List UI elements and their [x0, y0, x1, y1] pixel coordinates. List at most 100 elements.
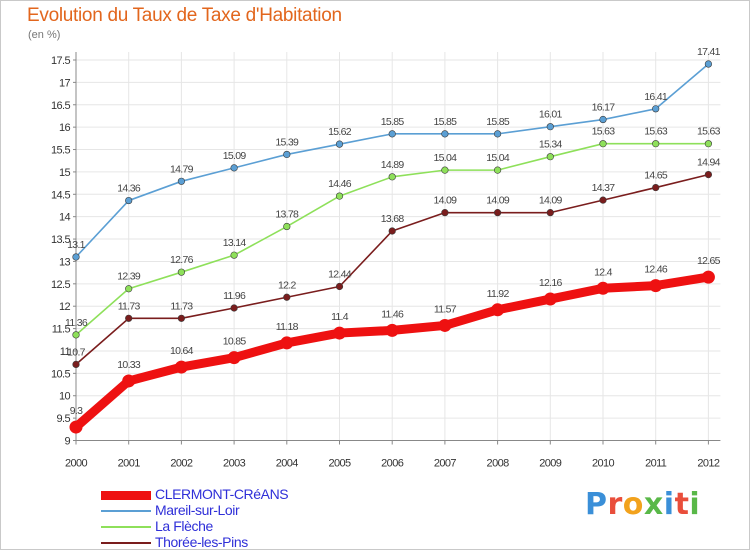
chart-unit-label: (en %) — [28, 29, 61, 41]
proxiti-logo: Proxiti — [585, 487, 700, 522]
data-point-thoree-les-pins — [441, 209, 449, 217]
x-tick-label: 2005 — [328, 458, 351, 470]
data-point-mareil-sur-loir — [335, 140, 344, 148]
data-point-la-fleche — [652, 140, 660, 148]
data-point-thoree-les-pins — [599, 196, 607, 204]
data-label-clermont-creans: 11.57 — [434, 303, 457, 315]
data-label-thoree-les-pins: 12.44 — [328, 269, 352, 281]
data-point-mareil-sur-loir — [125, 196, 133, 205]
data-label-mareil-sur-loir: 15.85 — [486, 116, 510, 128]
data-point-clermont-creans — [596, 281, 610, 295]
data-point-la-fleche — [283, 222, 291, 231]
data-label-thoree-les-pins: 14.09 — [539, 195, 563, 207]
data-point-clermont-creans — [122, 374, 136, 388]
data-point-thoree-les-pins — [177, 314, 185, 322]
data-label-thoree-les-pins: 10.7 — [67, 346, 85, 358]
data-label-la-fleche: 15.04 — [434, 152, 458, 164]
data-label-clermont-creans: 11.92 — [487, 288, 510, 300]
data-point-clermont-creans — [333, 326, 346, 340]
data-label-clermont-creans: 11.18 — [276, 321, 299, 333]
data-label-thoree-les-pins: 14.09 — [434, 195, 458, 207]
data-label-mareil-sur-loir: 14.79 — [170, 163, 194, 175]
data-label-clermont-creans: 12.46 — [644, 264, 668, 276]
data-label-la-fleche: 13.78 — [275, 209, 299, 221]
data-label-thoree-les-pins: 14.37 — [592, 182, 616, 194]
legend-swatch-la-fleche — [101, 526, 151, 528]
data-label-thoree-les-pins: 12.2 — [278, 279, 296, 291]
data-point-clermont-creans — [385, 323, 399, 337]
y-tick-label: 9.5 — [57, 413, 71, 425]
data-point-clermont-creans — [649, 279, 663, 293]
data-point-mareil-sur-loir — [283, 150, 291, 159]
data-point-mareil-sur-loir — [388, 130, 396, 138]
data-point-clermont-creans — [280, 336, 294, 350]
grid — [75, 52, 721, 441]
data-point-la-fleche — [704, 140, 713, 148]
x-tick-label: 2009 — [539, 458, 562, 470]
data-point-thoree-les-pins — [652, 183, 660, 192]
data-point-thoree-les-pins — [704, 170, 713, 179]
data-label-thoree-les-pins: 14.09 — [486, 195, 510, 207]
y-tick-label: 16.5 — [51, 100, 70, 112]
data-point-clermont-creans — [174, 360, 188, 374]
data-point-la-fleche — [388, 173, 396, 181]
y-tick-label: 9 — [64, 436, 70, 448]
data-label-mareil-sur-loir: 17.41 — [697, 46, 721, 58]
data-point-mareil-sur-loir — [546, 123, 554, 131]
data-point-la-fleche — [177, 268, 185, 276]
data-point-clermont-creans — [227, 351, 241, 365]
data-point-la-fleche — [125, 285, 133, 293]
data-point-la-fleche — [599, 140, 607, 148]
data-point-mareil-sur-loir — [441, 130, 449, 138]
legend-swatch-mareil — [101, 510, 151, 512]
legend-swatch-thoree — [101, 542, 151, 544]
x-tick-label: 2012 — [697, 458, 720, 470]
legend-label-la-fleche: La Flèche — [155, 518, 213, 534]
x-tick-label: 2000 — [65, 458, 88, 470]
data-label-thoree-les-pins: 13.68 — [381, 213, 405, 225]
data-label-la-fleche: 12.39 — [117, 271, 141, 283]
legend-label-clermont: CLERMONT-CRéANS — [155, 486, 289, 502]
y-tick-label: 15 — [59, 167, 71, 179]
data-point-mareil-sur-loir — [494, 130, 502, 138]
data-label-clermont-creans: 9.3 — [70, 405, 83, 417]
y-tick-label: 17.5 — [51, 55, 70, 67]
data-label-la-fleche: 15.04 — [486, 152, 510, 164]
y-tick-label: 14 — [59, 212, 71, 224]
data-label-clermont-creans: 10.85 — [223, 336, 247, 348]
y-tick-label: 13.5 — [51, 234, 70, 246]
y-tick-label: 12 — [59, 301, 71, 313]
y-tick-label: 16 — [59, 122, 71, 134]
data-label-mareil-sur-loir: 15.85 — [434, 116, 458, 128]
data-label-clermont-creans: 12.16 — [539, 277, 563, 289]
data-label-la-fleche: 12.76 — [170, 254, 194, 266]
data-label-mareil-sur-loir: 15.09 — [223, 150, 247, 162]
data-point-clermont-creans — [491, 303, 505, 317]
data-label-la-fleche: 15.34 — [539, 139, 563, 151]
x-tick-label: 2007 — [434, 458, 457, 470]
data-label-mareil-sur-loir: 13.1 — [67, 239, 85, 251]
data-label-mareil-sur-loir: 15.62 — [328, 126, 352, 138]
series-lines — [69, 60, 715, 434]
data-point-mareil-sur-loir — [230, 164, 238, 172]
data-label-clermont-creans: 11.4 — [331, 311, 349, 323]
data-point-la-fleche — [230, 251, 238, 259]
data-label-la-fleche: 15.63 — [697, 126, 721, 138]
data-label-la-fleche: 14.46 — [328, 178, 352, 190]
data-point-thoree-les-pins — [125, 314, 133, 322]
logo-letter: r — [607, 487, 623, 522]
data-point-thoree-les-pins — [230, 304, 238, 312]
data-label-mareil-sur-loir: 16.17 — [592, 102, 616, 114]
data-label-la-fleche: 13.14 — [223, 237, 247, 249]
data-label-mareil-sur-loir: 15.39 — [275, 136, 299, 148]
axes: 9 9.5 10 10.5 11 11.5 12 12.5 13 13.5 14 14.5 15 15.5… — [51, 52, 721, 470]
data-label-thoree-les-pins: 14.65 — [644, 170, 668, 182]
data-label-thoree-les-pins: 11.96 — [223, 290, 246, 302]
x-tick-label: 2010 — [592, 458, 615, 470]
data-label-clermont-creans: 12.65 — [697, 255, 721, 267]
data-point-clermont-creans — [543, 292, 557, 306]
legend-label-mareil: Mareil-sur-Loir — [155, 502, 240, 518]
data-label-thoree-les-pins: 11.73 — [118, 300, 141, 312]
